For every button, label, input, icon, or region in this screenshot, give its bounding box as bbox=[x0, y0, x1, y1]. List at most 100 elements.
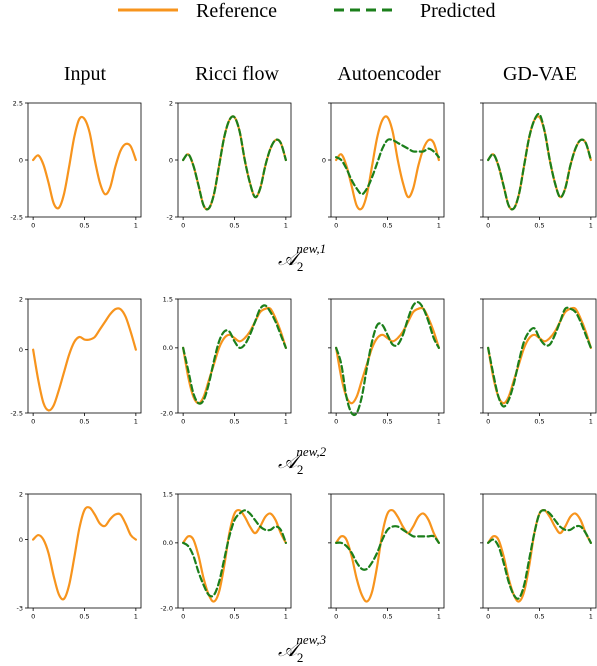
row-label-1: 𝒜2new,1 bbox=[278, 241, 326, 274]
reference-series-line bbox=[335, 306, 440, 405]
x-tick-label: 0 bbox=[181, 613, 185, 621]
x-tick-label: 0.5 bbox=[79, 613, 89, 621]
axes-frame bbox=[330, 493, 445, 609]
x-tick-label: 0.5 bbox=[229, 613, 239, 621]
reference-series-line bbox=[182, 306, 287, 405]
predicted-series-line bbox=[335, 525, 440, 571]
y-tick-label: -3 bbox=[17, 604, 23, 612]
reference-series-line bbox=[32, 506, 137, 601]
predicted-series-line bbox=[487, 306, 592, 408]
predicted-series-line bbox=[487, 509, 592, 600]
x-tick-label: 0.5 bbox=[79, 222, 89, 230]
panel-r1-ricci-flow: 2 0 -2 0 0.5 1 bbox=[167, 99, 292, 230]
x-tick-label: 1 bbox=[134, 418, 138, 426]
y-tick-label: 2 bbox=[19, 490, 23, 498]
x-tick-label: 0.5 bbox=[534, 418, 544, 426]
panel-r1-autoencoder: 00 0.5 1 bbox=[322, 102, 445, 230]
row-labels: 𝒜2new,1 𝒜2new,2 𝒜2new,3 bbox=[278, 241, 327, 665]
axes-frame bbox=[330, 102, 445, 218]
x-tick-label: 0 bbox=[334, 613, 338, 621]
predicted-series-line bbox=[182, 304, 287, 405]
x-tick-label: 0.5 bbox=[79, 418, 89, 426]
x-tick-label: 1 bbox=[284, 418, 288, 426]
x-tick-label: 0 bbox=[334, 418, 338, 426]
x-tick-label: 0 bbox=[181, 222, 185, 230]
x-tick-label: 0 bbox=[31, 222, 35, 230]
panel-r3-autoencoder: 0 0.5 1 bbox=[328, 493, 445, 621]
panel-r3-input: 2 0 -3 0 0.5 1 bbox=[17, 490, 142, 621]
reference-series-line bbox=[335, 508, 440, 603]
column-title-ricci-flow: Ricci flow bbox=[195, 63, 279, 85]
axes-frame bbox=[482, 102, 597, 218]
legend-predicted-label: Predicted bbox=[420, 0, 496, 22]
panel-r2-input: 2 0 -2.5 0 0.5 1 bbox=[10, 295, 142, 426]
panel-r1-input: 2.5 0 -2.5 0 0.5 1 bbox=[10, 99, 142, 230]
column-title-input: Input bbox=[64, 63, 107, 85]
y-tick-label: 1.5 bbox=[163, 490, 173, 498]
column-title-gd-vae: GD-VAE bbox=[503, 63, 577, 85]
y-tick-label: 0.0 bbox=[163, 539, 173, 547]
predicted-series-line bbox=[335, 138, 440, 196]
x-tick-label: 1 bbox=[589, 418, 593, 426]
reference-series-line bbox=[182, 115, 287, 211]
predicted-series-line bbox=[487, 112, 592, 211]
panel-r2-gd-vae: 0 0.5 1 bbox=[480, 298, 597, 426]
y-tick-label: 0 bbox=[19, 156, 23, 164]
y-tick-label: 2.5 bbox=[13, 99, 23, 107]
reference-series-line bbox=[487, 306, 592, 405]
x-tick-label: 0 bbox=[486, 222, 490, 230]
y-tick-label: 0 bbox=[169, 156, 173, 164]
x-tick-label: 1 bbox=[437, 613, 441, 621]
panel-r3-gd-vae: 0 0.5 1 bbox=[480, 493, 597, 621]
x-tick-label: 0 bbox=[486, 418, 490, 426]
predicted-series-line bbox=[182, 509, 287, 598]
y-tick-label: 0 bbox=[19, 536, 23, 544]
reference-series-line bbox=[32, 307, 137, 412]
x-tick-label: 0 bbox=[486, 613, 490, 621]
x-tick-label: 0 bbox=[31, 613, 35, 621]
y-tick-label: 2 bbox=[19, 295, 23, 303]
x-tick-label: 0.5 bbox=[534, 222, 544, 230]
x-tick-label: 0.5 bbox=[229, 222, 239, 230]
y-tick-label: 0.0 bbox=[163, 344, 173, 352]
reference-series-line bbox=[182, 508, 287, 603]
x-tick-label: 0.5 bbox=[534, 613, 544, 621]
x-tick-label: 0.5 bbox=[382, 613, 392, 621]
x-tick-label: 0 bbox=[334, 222, 338, 230]
x-tick-label: 1 bbox=[284, 613, 288, 621]
y-tick-label: -2.0 bbox=[160, 604, 173, 612]
reference-series-line bbox=[32, 115, 137, 210]
y-tick-label: -2.0 bbox=[160, 409, 173, 417]
x-tick-label: 0 bbox=[31, 418, 35, 426]
row-label-3: 𝒜2new,3 bbox=[278, 632, 327, 665]
predicted-series-line bbox=[335, 301, 440, 417]
axes-frame bbox=[177, 493, 292, 609]
panel-r1-gd-vae: 0 0.5 1 bbox=[480, 102, 597, 230]
panel-r2-ricci-flow: 1.5 0.0 -2.0 0 0.5 1 bbox=[160, 295, 292, 426]
x-tick-label: 1 bbox=[134, 613, 138, 621]
panel-r3-ricci-flow: 1.5 0.0 -2.0 0 0.5 1 bbox=[160, 490, 292, 621]
y-tick-label: -2.5 bbox=[10, 213, 23, 221]
x-tick-label: 1 bbox=[437, 418, 441, 426]
x-tick-label: 0.5 bbox=[382, 418, 392, 426]
axes-frame bbox=[27, 298, 142, 414]
x-tick-label: 0 bbox=[181, 418, 185, 426]
y-tick-label: -2 bbox=[167, 213, 173, 221]
panel-r2-autoencoder: 0 0.5 1 bbox=[328, 298, 445, 426]
y-tick-label: 0 bbox=[322, 156, 326, 164]
x-tick-label: 1 bbox=[589, 613, 593, 621]
x-tick-label: 0.5 bbox=[229, 418, 239, 426]
axes-frame bbox=[177, 102, 292, 218]
x-tick-label: 1 bbox=[134, 222, 138, 230]
x-tick-label: 1 bbox=[589, 222, 593, 230]
y-tick-label: 0 bbox=[19, 346, 23, 354]
y-tick-label: 2 bbox=[169, 99, 173, 107]
predicted-series-line bbox=[182, 115, 287, 211]
reference-series-line bbox=[335, 115, 440, 211]
column-titles: Input Ricci flow Autoencoder GD-VAE bbox=[64, 63, 577, 85]
legend-reference-label: Reference bbox=[196, 0, 277, 22]
y-tick-label: 1.5 bbox=[163, 295, 173, 303]
column-title-autoencoder: Autoencoder bbox=[337, 63, 441, 85]
x-tick-label: 0.5 bbox=[382, 222, 392, 230]
